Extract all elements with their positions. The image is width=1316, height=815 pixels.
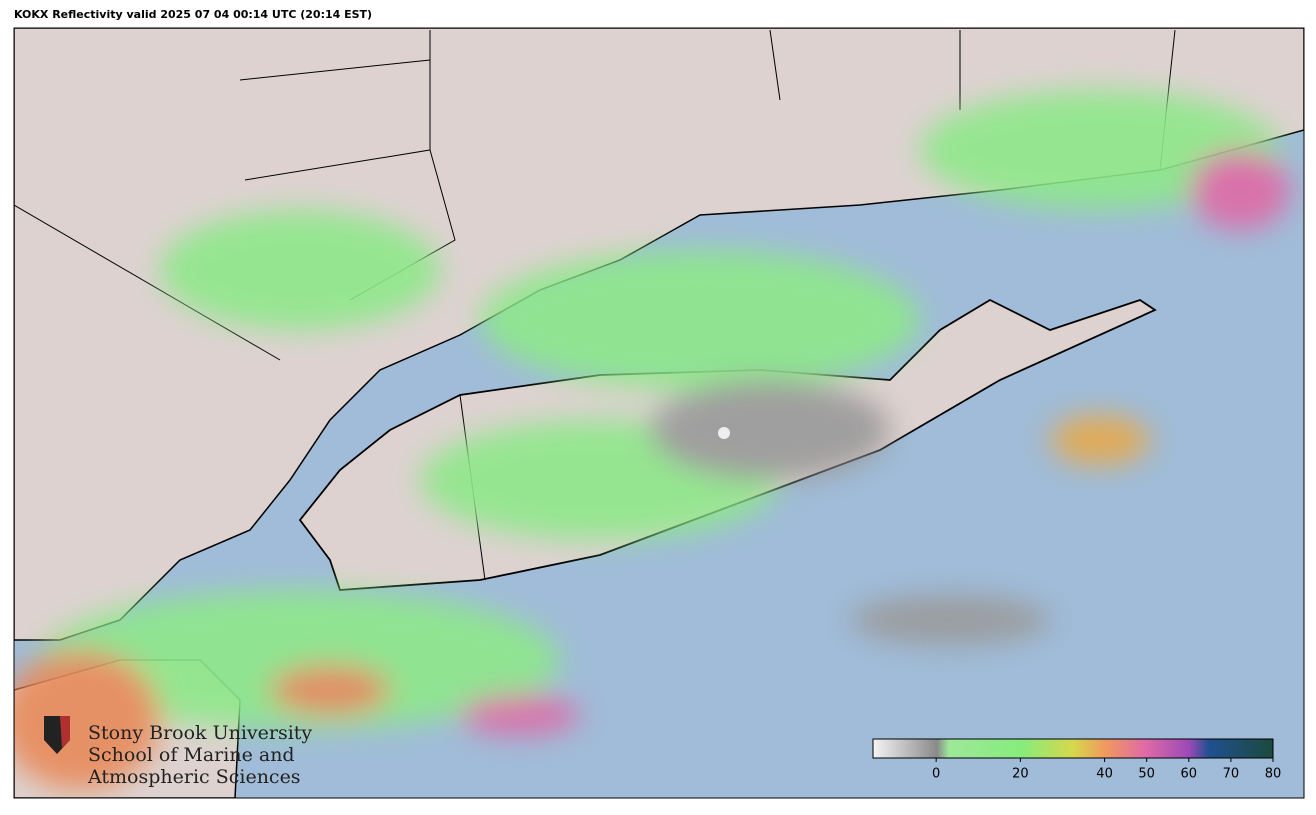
colorbar-tick-label: 20 (1012, 767, 1029, 782)
map (14, 28, 1304, 798)
colorbar-tick-label: 0 (932, 767, 940, 782)
colorbar-tick-label: 80 (1265, 767, 1282, 782)
logo-text: Atmospheric Sciences (87, 766, 301, 788)
logo-text: Stony Brook University (88, 722, 312, 744)
logo-text: School of Marine and (88, 744, 295, 766)
radar-site (718, 427, 730, 439)
colorbar-tick-label: 70 (1223, 767, 1240, 782)
frame (13, 27, 1305, 799)
logo: Stony Brook University School of Marine … (44, 716, 312, 788)
colorbar-tick-label: 60 (1181, 767, 1198, 782)
logo-stripe (60, 716, 70, 748)
title: KOKX Reflectivity valid 2025 07 04 00:14… (14, 8, 372, 21)
colorbar-tick-label: 40 (1096, 767, 1113, 782)
colorbar-tick-label: 50 (1138, 767, 1155, 782)
colorbar (872, 738, 1274, 759)
reflectivity (14, 90, 1290, 790)
